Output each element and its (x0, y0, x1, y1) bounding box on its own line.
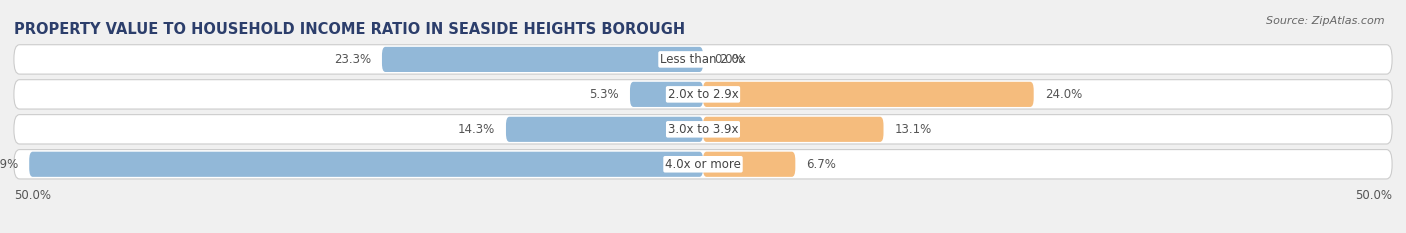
FancyBboxPatch shape (14, 45, 1392, 74)
Text: 6.7%: 6.7% (807, 158, 837, 171)
Text: 4.0x or more: 4.0x or more (665, 158, 741, 171)
FancyBboxPatch shape (630, 82, 703, 107)
Text: Less than 2.0x: Less than 2.0x (659, 53, 747, 66)
FancyBboxPatch shape (14, 115, 1392, 144)
Text: 23.3%: 23.3% (333, 53, 371, 66)
FancyBboxPatch shape (14, 150, 1392, 179)
FancyBboxPatch shape (703, 152, 796, 177)
Text: PROPERTY VALUE TO HOUSEHOLD INCOME RATIO IN SEASIDE HEIGHTS BOROUGH: PROPERTY VALUE TO HOUSEHOLD INCOME RATIO… (14, 22, 685, 37)
FancyBboxPatch shape (14, 80, 1392, 109)
Text: Source: ZipAtlas.com: Source: ZipAtlas.com (1267, 16, 1385, 26)
FancyBboxPatch shape (506, 117, 703, 142)
Text: 14.3%: 14.3% (458, 123, 495, 136)
FancyBboxPatch shape (703, 117, 883, 142)
Text: 5.3%: 5.3% (589, 88, 619, 101)
Text: 2.0x to 2.9x: 2.0x to 2.9x (668, 88, 738, 101)
Text: 3.0x to 3.9x: 3.0x to 3.9x (668, 123, 738, 136)
Text: 50.0%: 50.0% (14, 189, 51, 202)
FancyBboxPatch shape (30, 152, 703, 177)
FancyBboxPatch shape (703, 82, 1033, 107)
FancyBboxPatch shape (382, 47, 703, 72)
Text: 24.0%: 24.0% (1045, 88, 1083, 101)
Text: 0.0%: 0.0% (714, 53, 744, 66)
Text: 48.9%: 48.9% (0, 158, 18, 171)
Text: 13.1%: 13.1% (894, 123, 932, 136)
Text: 50.0%: 50.0% (1355, 189, 1392, 202)
